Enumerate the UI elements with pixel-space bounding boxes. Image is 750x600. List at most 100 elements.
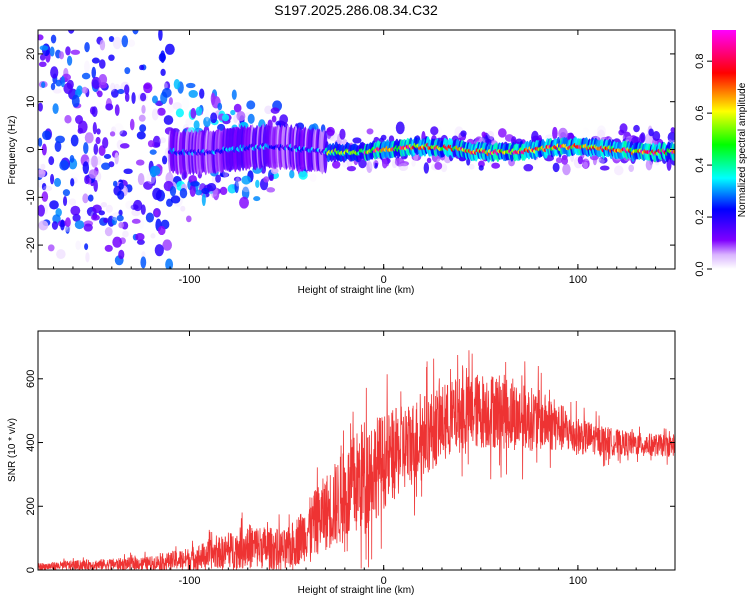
spectrogram-cell <box>399 160 410 167</box>
spectrogram-cell <box>598 156 608 164</box>
spectrogram-cell <box>188 89 198 98</box>
spectrogram-cell <box>154 244 164 257</box>
spectrogram-cell <box>215 174 221 183</box>
spectrogram-cell <box>124 92 130 103</box>
spectrogram-cell <box>114 104 120 117</box>
spectrogram-cell <box>233 176 242 182</box>
spectrogram-cell <box>119 143 130 149</box>
spectrogram-cell <box>40 163 46 170</box>
spectrogram-cell <box>161 87 172 98</box>
spectrogram-cell <box>339 128 346 140</box>
spectrogram-cell <box>158 52 167 62</box>
spectrogram-cell <box>346 165 357 172</box>
snr-y-axis-label: SNR (10 * v/v) <box>7 418 18 482</box>
spectrogram-cell <box>179 188 188 199</box>
spectrogram-cell <box>430 126 439 136</box>
spectrogram-cell <box>56 249 66 260</box>
spectrogram-y-axis-label: Frequency (Hz) <box>7 116 18 185</box>
spectrogram-cell <box>113 123 124 135</box>
spectrogram-cell <box>633 124 640 133</box>
spectrogram-cell <box>50 173 55 185</box>
spectrogram-cell <box>577 156 583 165</box>
spectrogram-cell <box>133 199 143 212</box>
spectrogram-cell <box>93 143 99 155</box>
spectrogram-cell <box>667 131 675 143</box>
spectrogram-cell <box>77 127 84 134</box>
spectrogram-cell <box>508 158 515 167</box>
spectrogram-cell <box>181 97 190 111</box>
spectrogram-cell <box>43 185 53 192</box>
spectrogram-cell <box>81 72 91 80</box>
spectrogram-cell <box>235 177 241 187</box>
spectrogram-cell <box>596 125 606 137</box>
spectrogram-cell <box>163 115 174 125</box>
spectrogram-cell <box>169 185 177 197</box>
spectrogram-cell <box>39 45 49 51</box>
spectrogram-cell <box>54 141 62 152</box>
spectrogram-cell <box>149 149 157 155</box>
spectrogram-cell <box>180 205 186 212</box>
spectrogram-cell <box>366 128 374 135</box>
spectrogram-cell <box>206 183 217 192</box>
y-tick-label: 20 <box>25 48 37 60</box>
spectrogram-cell <box>70 178 75 187</box>
spectrogram-cell <box>91 66 97 79</box>
x-tick-label: 100 <box>569 575 587 587</box>
spectrogram-cell <box>150 233 156 239</box>
spectrogram-cell <box>221 113 230 122</box>
spectrogram-cell <box>185 82 196 89</box>
spectrogram-cell <box>91 214 100 221</box>
spectrogram-cell <box>67 30 75 34</box>
spectrogram-cell <box>596 129 606 143</box>
y-tick-label: -20 <box>25 237 37 253</box>
spectrogram-cell <box>309 173 317 182</box>
spectrogram-y-ticks: -20 -10 0 10 20 <box>25 48 675 253</box>
spectrogram-cell <box>175 108 184 118</box>
spectrogram-cell <box>84 41 90 53</box>
spectrogram-cell <box>561 157 569 165</box>
spectrogram-cell <box>59 159 69 171</box>
spectrogram-cell <box>434 162 443 170</box>
spectrogram-cell <box>117 190 125 200</box>
spectrogram-cell <box>582 161 588 169</box>
spectrogram-cell <box>101 162 111 170</box>
spectrogram-cell <box>110 82 116 92</box>
spectrogram-cell <box>583 155 592 162</box>
spectrogram-cell <box>167 100 175 114</box>
spectrogram-cell <box>136 131 146 140</box>
spectrogram-cell <box>91 106 98 118</box>
spectrogram-cell <box>50 82 56 91</box>
spectrogram-cell <box>38 204 45 217</box>
spectrogram-cell <box>131 92 136 104</box>
spectrogram-cell <box>153 260 159 267</box>
spectrogram-cell <box>105 204 113 213</box>
spectrogram-cell <box>49 200 59 210</box>
spectrogram-cell <box>266 187 276 193</box>
spectrogram-cell <box>253 196 261 202</box>
y-tick-label: 0 <box>25 567 37 573</box>
spectrogram-cell <box>141 104 146 114</box>
spectrogram-cell <box>466 157 471 166</box>
spectrogram-cell <box>140 92 147 102</box>
spectrogram-cell <box>210 112 218 124</box>
spectrogram-cell <box>236 111 246 122</box>
spectrogram-cell <box>65 217 71 228</box>
spectrogram-cell <box>195 189 203 196</box>
spectrogram-cell <box>137 173 145 186</box>
spectrogram-cell <box>119 130 128 137</box>
spectrogram-cell <box>138 114 146 122</box>
spectrogram-cell <box>164 43 175 55</box>
spectrogram-cell <box>118 221 124 229</box>
spectrogram-cell <box>100 201 108 208</box>
spectrogram-cell <box>75 240 81 251</box>
spectrogram-cell <box>154 210 159 217</box>
spectrogram-cell <box>369 157 376 170</box>
y-tick-label: 10 <box>25 96 37 108</box>
spectrogram-cell <box>388 135 395 143</box>
snr-x-ticks: -100 0 100 <box>53 331 676 587</box>
spectrogram-cell <box>391 159 398 169</box>
spectrogram-cell <box>201 193 206 207</box>
spectrogram-cell <box>373 162 378 169</box>
spectrogram-cell <box>81 86 88 94</box>
spectrogram-cell <box>523 164 534 172</box>
